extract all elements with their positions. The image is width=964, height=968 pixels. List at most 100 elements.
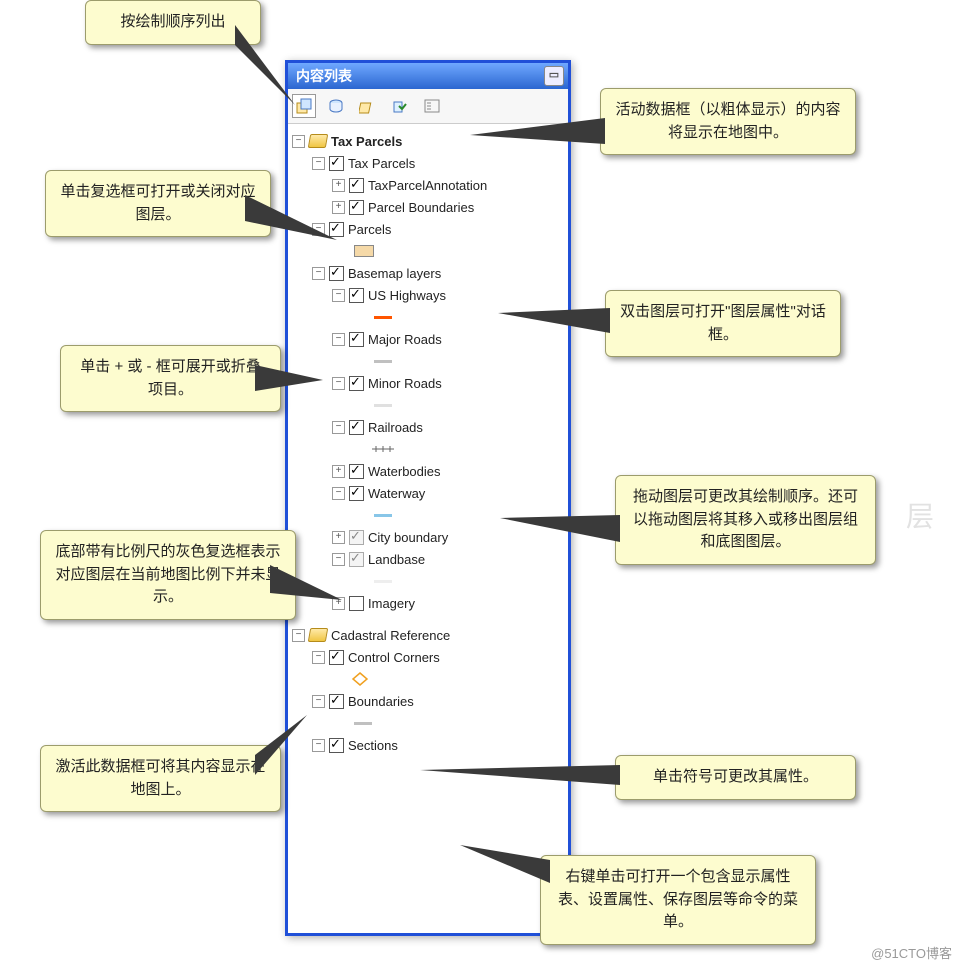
layer-label: Railroads: [368, 420, 423, 435]
layer-row[interactable]: − Railroads: [292, 416, 564, 438]
expand-box[interactable]: −: [312, 695, 325, 708]
line-swatch[interactable]: [374, 360, 392, 363]
data-frame-icon: [308, 628, 328, 642]
bg-text: 层: [906, 495, 934, 535]
data-frame-icon: [308, 134, 328, 148]
expand-box[interactable]: −: [332, 487, 345, 500]
layer-checkbox[interactable]: [349, 200, 364, 215]
line-swatch[interactable]: [374, 316, 392, 319]
layer-label: Landbase: [368, 552, 425, 567]
expand-box[interactable]: −: [332, 377, 345, 390]
layer-label: TaxParcelAnnotation: [368, 178, 487, 193]
data-frame-row[interactable]: − Cadastral Reference: [292, 624, 564, 646]
layer-checkbox[interactable]: [329, 266, 344, 281]
layer-checkbox[interactable]: [329, 738, 344, 753]
callout-dblclick: 双击图层可打开"图层属性"对话框。: [605, 290, 841, 357]
layer-checkbox[interactable]: [349, 376, 364, 391]
expand-box[interactable]: −: [332, 553, 345, 566]
line-swatch[interactable]: [354, 722, 372, 725]
pointer-7: [270, 565, 345, 605]
layer-checkbox[interactable]: [329, 650, 344, 665]
layer-row[interactable]: − Control Corners: [292, 646, 564, 668]
callout-rightclick: 右键单击可打开一个包含显示属性表、设置属性、保存图层等命令的菜单。: [540, 855, 816, 945]
layer-checkbox[interactable]: [349, 530, 364, 545]
layer-label: Parcel Boundaries: [368, 200, 474, 215]
callout-checkbox: 单击复选框可打开或关闭对应图层。: [45, 170, 271, 237]
expand-box[interactable]: −: [292, 135, 305, 148]
symbol-row[interactable]: [292, 438, 564, 460]
expand-box[interactable]: +: [332, 179, 345, 192]
expand-box[interactable]: +: [332, 465, 345, 478]
expand-box[interactable]: +: [332, 531, 345, 544]
layer-checkbox[interactable]: [349, 552, 364, 567]
layer-row[interactable]: − Waterway: [292, 482, 564, 504]
window-title-bar[interactable]: 内容列表 ▭: [288, 63, 568, 89]
layer-checkbox[interactable]: [349, 596, 364, 611]
pointer-8: [420, 760, 620, 790]
callout-expand: 单击 + 或 - 框可展开或折叠项目。: [60, 345, 281, 412]
layer-row[interactable]: −Basemap layers: [292, 262, 564, 284]
close-icon[interactable]: ▭: [544, 66, 564, 86]
expand-box[interactable]: −: [312, 651, 325, 664]
pointer-3: [245, 195, 340, 245]
toc-window: 内容列表 ▭ −Tax Parcels−Tax Parcels+TaxParce…: [285, 60, 571, 936]
data-frame-name: Cadastral Reference: [331, 628, 450, 643]
point-swatch[interactable]: [352, 672, 368, 686]
symbol-row[interactable]: [292, 712, 564, 734]
layer-label: US Highways: [368, 288, 446, 303]
watermark: @51CTO博客: [871, 943, 952, 962]
expand-box[interactable]: −: [332, 333, 345, 346]
line-swatch[interactable]: [374, 404, 392, 407]
symbol-row[interactable]: [292, 350, 564, 372]
layer-label: Control Corners: [348, 650, 440, 665]
layer-label: Waterbodies: [368, 464, 441, 479]
layer-label: Parcels: [348, 222, 391, 237]
callout-scale: 底部带有比例尺的灰色复选框表示对应图层在当前地图比例下并未显示。: [40, 530, 296, 620]
list-selection-button[interactable]: [388, 94, 412, 118]
pointer-9: [255, 715, 310, 775]
line-swatch[interactable]: [374, 580, 392, 583]
layer-checkbox[interactable]: [329, 694, 344, 709]
layer-label: City boundary: [368, 530, 448, 545]
layer-checkbox[interactable]: [349, 332, 364, 347]
expand-box[interactable]: −: [332, 289, 345, 302]
pointer-1: [235, 20, 305, 110]
layer-row[interactable]: − Tax Parcels: [292, 152, 564, 174]
line-swatch[interactable]: [374, 514, 392, 517]
layer-label: Waterway: [368, 486, 425, 501]
layer-checkbox[interactable]: [349, 464, 364, 479]
symbol-row[interactable]: [292, 668, 564, 690]
layer-checkbox[interactable]: [349, 486, 364, 501]
callout-symbol: 单击符号可更改其属性。: [615, 755, 856, 800]
symbol-row[interactable]: [292, 394, 564, 416]
list-source-button[interactable]: [324, 94, 348, 118]
expand-box[interactable]: −: [332, 421, 345, 434]
options-button[interactable]: [420, 94, 444, 118]
pointer-4: [498, 305, 610, 335]
pointer-2: [470, 118, 605, 148]
layer-checkbox[interactable]: [349, 420, 364, 435]
layer-label: Sections: [348, 738, 398, 753]
layer-row[interactable]: −Minor Roads: [292, 372, 564, 394]
expand-box[interactable]: −: [312, 157, 325, 170]
layer-row[interactable]: − Sections: [292, 734, 564, 756]
layer-checkbox[interactable]: [349, 288, 364, 303]
layer-checkbox[interactable]: [329, 156, 344, 171]
layer-row[interactable]: + Waterbodies: [292, 460, 564, 482]
layer-label: Imagery: [368, 596, 415, 611]
layer-label: Boundaries: [348, 694, 414, 709]
expand-box[interactable]: −: [312, 739, 325, 752]
fill-swatch[interactable]: [354, 245, 374, 257]
layer-checkbox[interactable]: [349, 178, 364, 193]
callout-drag: 拖动图层可更改其绘制顺序。还可以拖动图层将其移入或移出图层组和底图图层。: [615, 475, 876, 565]
layer-label: Tax Parcels: [348, 156, 415, 171]
layer-row[interactable]: − Boundaries: [292, 690, 564, 712]
layer-row[interactable]: − US Highways: [292, 284, 564, 306]
expand-box[interactable]: −: [292, 629, 305, 642]
rail-swatch[interactable]: [372, 444, 394, 454]
layer-row[interactable]: + TaxParcelAnnotation: [292, 174, 564, 196]
callout-active-frame: 活动数据框（以粗体显示）的内容将显示在地图中。: [600, 88, 856, 155]
expand-box[interactable]: −: [312, 267, 325, 280]
data-frame-name: Tax Parcels: [331, 134, 402, 149]
list-visibility-button[interactable]: [356, 94, 380, 118]
